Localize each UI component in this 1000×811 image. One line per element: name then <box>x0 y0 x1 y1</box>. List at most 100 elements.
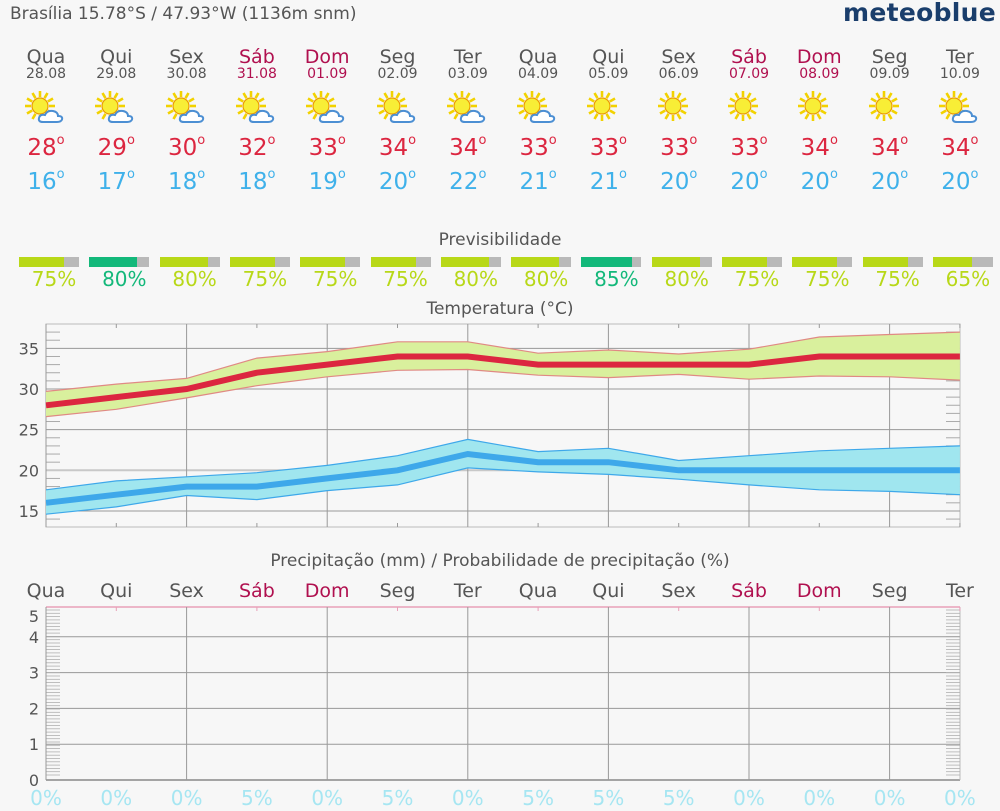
min-temperature: 20o <box>855 167 925 195</box>
precipitation-day-label: Qua <box>26 580 66 602</box>
precipitation-day-label: Qui <box>592 580 625 602</box>
day-column: Qua 04.09 33o 21o <box>503 47 573 195</box>
predictability-bar-fill <box>229 257 275 267</box>
sun-cloud-icon <box>433 91 503 131</box>
max-temperature-value: 33 <box>308 135 338 161</box>
precipitation-title: Precipitação (mm) / Probabilidade de pre… <box>270 551 730 571</box>
max-temperature: 32o <box>222 133 292 161</box>
predictability-bar <box>862 257 923 267</box>
min-temperature-value: 20 <box>730 169 760 195</box>
degree-symbol: o <box>970 133 979 148</box>
degree-symbol: o <box>548 133 557 148</box>
sun-cloud-icon <box>152 91 222 131</box>
predictability-value: 80% <box>453 267 499 291</box>
max-temperature-value: 34 <box>870 135 901 161</box>
min-temperature-value: 16 <box>27 169 57 195</box>
precipitation-probability: 0% <box>30 786 62 810</box>
max-temperature: 34o <box>784 133 854 161</box>
max-temperature-value: 33 <box>660 135 690 161</box>
day-name: Qua <box>518 46 558 68</box>
day-column: Sex 06.09 33o 20o <box>644 47 714 195</box>
day-date: 28.08 <box>25 66 67 82</box>
degree-symbol: o <box>267 167 276 182</box>
predictability-bar <box>370 257 431 267</box>
min-temperature: 22o <box>433 167 503 195</box>
predictability-bar-fill <box>722 257 767 267</box>
max-temperature-value: 33 <box>730 135 760 161</box>
day-date: 31.08 <box>236 66 277 82</box>
sun-cloud-icon <box>11 91 81 131</box>
sun-cloud-icon <box>363 91 433 131</box>
predictability-bar <box>581 257 642 267</box>
min-temperature: 20o <box>714 167 784 195</box>
min-temperature: 16o <box>11 167 81 195</box>
max-temperature-value: 29 <box>97 135 127 161</box>
precipitation-probability: 5% <box>522 786 554 810</box>
predictability-value: 80% <box>172 267 217 291</box>
min-temperature: 19o <box>292 167 362 195</box>
precipitation-axis-label: 2 <box>29 699 39 718</box>
min-temperature-value: 19 <box>308 169 338 195</box>
meteoblue-logo[interactable]: meteoblue <box>842 0 996 27</box>
max-temperature: 33o <box>292 133 362 161</box>
predictability-value: 80% <box>523 267 569 291</box>
min-temperature: 20o <box>925 167 995 195</box>
max-temperature-value: 34 <box>378 135 409 161</box>
day-date: 05.09 <box>588 66 629 82</box>
predictability-bar-fill <box>370 257 416 267</box>
max-temperature: 28o <box>11 133 81 161</box>
predictability-bar-fill <box>19 257 64 267</box>
precipitation-probability: 0% <box>733 786 765 810</box>
day-date: 01.09 <box>307 66 348 82</box>
degree-symbol: o <box>267 133 276 148</box>
day-date: 10.09 <box>939 66 980 82</box>
predictability-bar <box>300 257 361 267</box>
day-name: Qui <box>592 46 625 68</box>
degree-symbol: o <box>408 133 417 148</box>
location-title: Brasília 15.78°S / 47.93°W (1136m snm) <box>10 4 357 24</box>
min-temperature-value: 21 <box>519 169 549 195</box>
max-temperature-value: 33 <box>589 135 620 161</box>
day-column: Qui 29.08 29o 17o <box>81 47 151 195</box>
degree-symbol: o <box>619 133 628 148</box>
predictability-value: 75% <box>875 267 920 291</box>
max-temperature-value: 34 <box>800 135 830 161</box>
day-name: Seg <box>379 46 416 68</box>
day-name: Qui <box>100 46 133 68</box>
predictability-value: 80% <box>102 267 147 291</box>
predictability-bar-fill <box>440 257 489 267</box>
predictability-value: 80% <box>664 267 709 291</box>
predictability-bar <box>722 257 782 267</box>
day-name: Sex <box>169 46 204 68</box>
max-temperature: 33o <box>573 133 643 161</box>
degree-symbol: o <box>478 167 487 182</box>
max-temperature-value: 28 <box>27 135 57 161</box>
sun-icon <box>855 91 925 131</box>
degree-symbol: o <box>56 133 65 148</box>
precipitation-day-label: Dom <box>796 580 842 602</box>
sun-cloud-icon <box>503 91 573 131</box>
predictability-bar-fill <box>89 257 138 267</box>
min-temperature-value: 18 <box>167 169 198 195</box>
min-temperature-line <box>45 450 960 506</box>
min-temperature-value: 20 <box>800 169 830 195</box>
predictability-bar <box>440 257 501 267</box>
day-name: Dom <box>796 46 842 68</box>
day-date: 06.09 <box>658 66 699 82</box>
degree-symbol: o <box>56 167 65 182</box>
predictability-bar <box>159 257 220 267</box>
precipitation-probability: 0% <box>803 786 836 810</box>
precipitation-day-label: Seg <box>379 580 416 602</box>
predictability-value: 75% <box>312 267 358 291</box>
max-temperature-value: 34 <box>449 135 479 161</box>
predictability-value: 75% <box>805 267 850 291</box>
max-temperature-line <box>45 353 960 409</box>
predictability-bar <box>89 257 150 267</box>
precipitation-probability: 5% <box>662 786 695 810</box>
predictability-bar <box>19 257 79 267</box>
sun-icon <box>644 91 714 131</box>
predictability-bar <box>932 257 993 267</box>
degree-symbol: o <box>689 133 698 148</box>
precipitation-axis-label: 0 <box>29 771 39 790</box>
day-column: Qua 28.08 28o 16o <box>11 47 81 195</box>
